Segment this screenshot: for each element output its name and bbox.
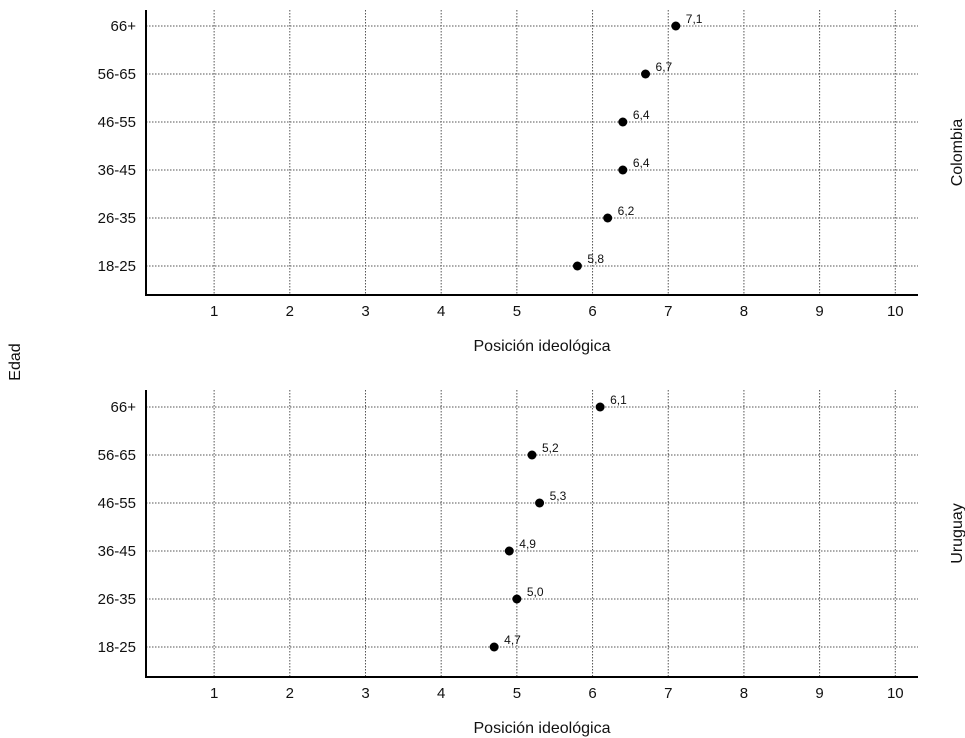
x-tick-label-2: 2 xyxy=(286,685,294,702)
x-tick-label-9: 9 xyxy=(815,685,823,702)
panel-label-colombia: Colombia xyxy=(949,119,965,187)
data-point-colombia-26-35 xyxy=(603,213,613,223)
x-tick-label-2: 2 xyxy=(286,303,294,320)
data-point-uruguay-46-55 xyxy=(535,498,545,508)
category-label-18-25: 18-25 xyxy=(98,639,136,656)
x-tick-label-8: 8 xyxy=(740,685,748,702)
x-tick-label-9: 9 xyxy=(815,303,823,320)
x-tick-label-4: 4 xyxy=(437,303,445,320)
panel-colombia: 1 2 3 4 5 6 7 8 9 10 18-25 26-35 36-45 46-55 56-65 66+ 5… xyxy=(98,10,965,355)
data-label-uruguay-46-55: 5,3 xyxy=(550,489,567,503)
x-tick-label-7: 7 xyxy=(664,303,672,320)
category-label-46-55: 46-55 xyxy=(98,114,136,131)
category-label-36-45: 36-45 xyxy=(98,162,136,179)
x-tick-label-1: 1 xyxy=(210,303,218,320)
x-tick-label-5: 5 xyxy=(513,303,521,320)
data-label-uruguay-66+: 6,1 xyxy=(610,393,627,407)
x-tick-label-4: 4 xyxy=(437,685,445,702)
x-axis-title: Posición ideológica xyxy=(474,720,611,737)
category-label-56-65: 56-65 xyxy=(98,447,136,464)
data-label-colombia-18-25: 5,8 xyxy=(587,252,604,266)
data-point-colombia-46-55 xyxy=(618,117,628,127)
category-label-46-55: 46-55 xyxy=(98,495,136,512)
data-label-colombia-36-45: 6,4 xyxy=(633,156,650,170)
data-point-uruguay-66+ xyxy=(595,402,605,412)
category-label-26-35: 26-35 xyxy=(98,210,136,227)
x-tick-label-10: 10 xyxy=(887,303,904,320)
x-tick-label-5: 5 xyxy=(513,685,521,702)
data-point-colombia-36-45 xyxy=(618,165,628,175)
data-point-uruguay-56-65 xyxy=(527,450,537,460)
data-label-uruguay-36-45: 4,9 xyxy=(519,537,536,551)
data-point-colombia-56-65 xyxy=(641,69,651,79)
x-tick-label-6: 6 xyxy=(588,303,596,320)
data-point-colombia-66+ xyxy=(671,21,681,31)
y-axis-title: Edad xyxy=(7,343,24,380)
data-label-uruguay-18-25: 4,7 xyxy=(504,633,521,647)
panel-label-uruguay: Uruguay xyxy=(949,503,965,563)
x-tick-label-1: 1 xyxy=(210,685,218,702)
data-label-colombia-66+: 7,1 xyxy=(686,12,703,26)
x-tick-label-8: 8 xyxy=(740,303,748,320)
data-point-uruguay-18-25 xyxy=(489,642,499,652)
data-label-uruguay-56-65: 5,2 xyxy=(542,441,559,455)
data-label-colombia-46-55: 6,4 xyxy=(633,108,650,122)
x-axis-title: Posición ideológica xyxy=(474,338,611,355)
category-label-36-45: 36-45 xyxy=(98,543,136,560)
x-tick-label-3: 3 xyxy=(361,685,369,702)
x-tick-label-6: 6 xyxy=(588,685,596,702)
data-label-uruguay-26-35: 5,0 xyxy=(527,585,544,599)
data-label-colombia-56-65: 6,7 xyxy=(656,60,673,74)
data-label-colombia-26-35: 6,2 xyxy=(618,204,635,218)
category-label-56-65: 56-65 xyxy=(98,66,136,83)
x-tick-label-10: 10 xyxy=(887,685,904,702)
data-point-uruguay-36-45 xyxy=(504,546,514,556)
category-label-26-35: 26-35 xyxy=(98,591,136,608)
category-label-18-25: 18-25 xyxy=(98,258,136,275)
data-point-colombia-18-25 xyxy=(572,261,582,271)
panel-uruguay: 1 2 3 4 5 6 7 8 9 10 18-25 26-35 36-45 46-55 56-65 66+ 4… xyxy=(98,390,965,737)
category-label-66+: 66+ xyxy=(111,399,137,416)
x-tick-label-3: 3 xyxy=(361,303,369,320)
category-label-66+: 66+ xyxy=(111,18,137,35)
data-point-uruguay-26-35 xyxy=(512,594,522,604)
x-tick-label-7: 7 xyxy=(664,685,672,702)
